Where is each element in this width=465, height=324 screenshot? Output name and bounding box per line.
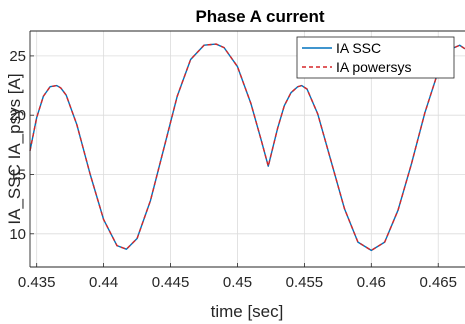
data-point <box>397 209 398 210</box>
legend: IA SSC IA powersys <box>296 36 455 79</box>
x-tick-label: 0.46 <box>357 274 386 291</box>
data-point <box>56 85 57 86</box>
data-point <box>357 242 358 243</box>
data-point <box>459 45 460 46</box>
data-point <box>43 96 44 97</box>
data-point <box>250 103 251 104</box>
legend-box <box>296 36 455 79</box>
data-point <box>331 161 332 162</box>
x-tick-label: 0.445 <box>152 274 190 291</box>
data-point <box>384 242 385 243</box>
y-tick-label: 25 <box>9 48 26 65</box>
series-ia-powersys <box>29 43 465 252</box>
data-point <box>344 208 345 209</box>
data-point <box>177 96 178 97</box>
data-point <box>277 128 278 129</box>
data-point <box>317 113 318 114</box>
y-tick-label: 10 <box>9 226 26 243</box>
data-point <box>237 66 238 67</box>
data-point <box>163 148 164 149</box>
y-axis-label: IA_SSC IA_psys [A] <box>5 73 24 224</box>
y-tick-label: 15 <box>9 166 26 183</box>
data-point <box>66 94 67 95</box>
data-point <box>284 105 285 106</box>
legend-label-ia-powersys: IA powersys <box>336 59 411 75</box>
x-tick-label: 0.455 <box>286 274 324 291</box>
data-point <box>150 200 151 201</box>
series-group <box>29 43 465 252</box>
data-point <box>36 117 37 118</box>
data-point <box>424 112 425 113</box>
data-point <box>116 245 117 246</box>
data-point <box>223 47 224 48</box>
data-point <box>203 45 204 46</box>
data-point <box>60 87 61 88</box>
data-point <box>126 249 127 250</box>
x-axis-label: time [sec] <box>211 302 284 321</box>
x-tick-label: 0.435 <box>18 274 56 291</box>
data-point <box>190 59 191 60</box>
y-tick-labels: 10 15 20 25 <box>9 48 26 243</box>
data-point <box>215 43 216 44</box>
y-tick-label: 20 <box>9 107 26 124</box>
data-point <box>103 219 104 220</box>
x-tick-label: 0.45 <box>223 274 252 291</box>
x-tick-label: 0.465 <box>419 274 457 291</box>
data-point <box>76 124 77 125</box>
data-point <box>261 141 262 142</box>
series-line <box>29 43 465 252</box>
x-tick-label: 0.44 <box>89 274 118 291</box>
data-point <box>301 85 302 86</box>
data-point <box>371 250 372 251</box>
axes <box>29 30 465 268</box>
data-point <box>136 238 137 239</box>
legend-label-ia-ssc: IA SSC <box>336 40 381 56</box>
chart-title: Phase A current <box>195 7 324 26</box>
data-point <box>268 166 269 167</box>
x-tick-labels: 0.435 0.44 0.445 0.45 0.455 0.46 0.465 <box>18 274 457 291</box>
data-point <box>49 86 50 87</box>
data-point <box>411 163 412 164</box>
data-point <box>306 89 307 90</box>
data-point <box>90 174 91 175</box>
data-point <box>290 92 291 93</box>
data-point <box>297 86 298 87</box>
